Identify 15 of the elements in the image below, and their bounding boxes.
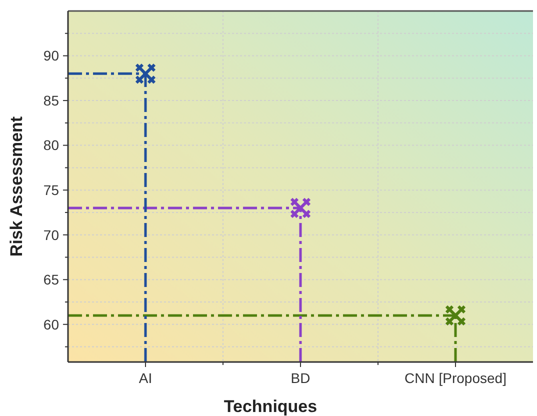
x-tick-label: BD [290,370,310,386]
y-tick-label: 65 [43,272,60,288]
y-tick-label: 75 [43,182,60,198]
y-tick-label: 80 [43,137,60,154]
y-axis-title: Risk Assessment [7,116,26,257]
point [445,304,466,326]
x-axis-title: Techniques [224,397,318,416]
y-tick-label: 90 [43,48,60,64]
x-tick-label: CNN [Proposed] [404,370,506,386]
y-tick-label: 70 [43,226,60,243]
point [290,197,311,218]
x-tick-label: AI [138,370,152,386]
y-tick-label: 85 [43,92,60,108]
point [135,63,156,84]
y-tick-label: 60 [43,316,60,332]
